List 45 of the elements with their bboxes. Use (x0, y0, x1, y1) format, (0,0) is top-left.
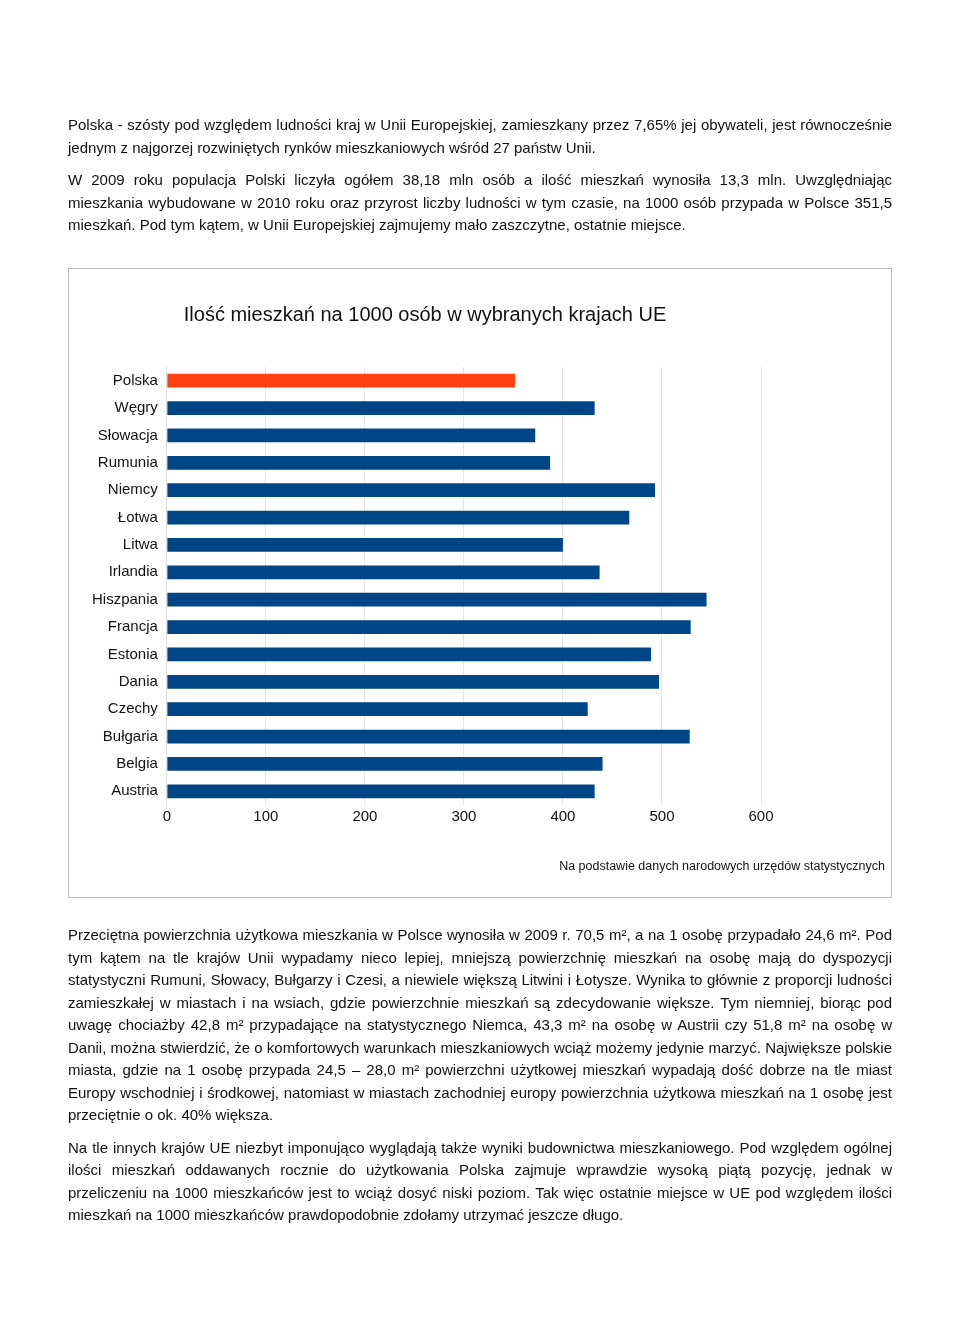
y-tick-label: Słowacja (97, 425, 159, 443)
y-tick-label: Rumunia (97, 452, 159, 470)
bar (167, 401, 595, 415)
x-tick-label: 100 (253, 807, 279, 825)
text: Przeciętna powierzchnia użytkowa mieszkania w Polsce wynosiła w 2009 r. 70,5 m², a na 1 osobę przypadało 24,6 m². Pod tym kątem na tle krajów Unii wypadamy nieco lepiej, mniejszą powierzchnię mieszkań na osobę mają do dyspozycji statystyczni Rumuni, Słowacy, Bułgarzy i Czesi, a niewiele większą Litwini i Łotysze. Wynika to głównie z proporcji ludności zamieszkałej w miastach i na wsiach, gdzie powierzchnie mieszkań są zdecydowanie większe. Tym niemniej, biorąc pod uwagę chociażby 42,8 m² przypadające na statystycznego Niemca, 43,3 m² na osobę w Austrii czy 51,8 m² na osobę w Danii, można stwierdzić, że o komfortowych warunkach mieszkaniowych wciąż możemy jedynie marzyć. Największe polskie miasta, gdzie na 1 osobę przypada 24,5 – 28,0 m² powierzchni użytkowej mieszkań wypadają dość dobrze na tle miast Europy wschodniej i środkowej, natomiast w miastach zachodniej europy powierzchnia użytkowa mieszkań na 1 osobę jest przeciętnie o ok. 40% większa. (68, 926, 892, 1123)
bar (167, 729, 690, 744)
y-tick-label: Czechy (107, 699, 159, 717)
bar (167, 757, 603, 771)
y-tick-label: Bułgaria (102, 726, 159, 744)
bar (167, 592, 707, 607)
y-tick-label: Irlandia (108, 562, 159, 580)
y-tick-label: Łotwa (117, 507, 159, 525)
bar (167, 620, 691, 634)
bar (167, 702, 588, 717)
y-tick-label: Węgry (114, 398, 159, 416)
y-tick-label: Hiszpania (91, 589, 159, 607)
bar (167, 674, 660, 689)
y-tick-label: Polska (112, 370, 159, 388)
y-tick-label: Litwa (122, 535, 159, 553)
bar (167, 538, 563, 552)
x-tick-label: 400 (550, 807, 576, 825)
x-tick-label: 300 (451, 807, 477, 825)
bar (167, 428, 536, 443)
x-tick-label: 0 (162, 807, 172, 825)
text: Na podstawie danych narodowych urzędów statystycznych (559, 859, 885, 873)
bar (167, 565, 600, 580)
x-tick-label: 200 (352, 807, 378, 825)
text: Na tle innych krajów UE niezbyt imponująco wyglądają także wyniki budownictwa mieszkaniowego. Pod względem ogólnej ilości mieszkań oddawanych rocznie do użytkowania Polska zajmuje wprawdzie wysoką piątą pozycję, jednak w przeliczeniu na 1000 mieszkańców jest to wciąż dosyć niski poziom. Tak więc ostatnie miejsce w UE pod względem ilości mieszkań na 1000 mieszkańców prawdopodobnie zdołamy utrzymać jeszcze długo. (68, 1137, 892, 1225)
bar (167, 455, 551, 470)
y-tick-label: Estonia (107, 644, 159, 662)
bar (167, 647, 652, 662)
bar (167, 510, 630, 525)
x-tick-label: 600 (748, 807, 774, 825)
y-tick-label: Niemcy (107, 480, 159, 498)
bar (167, 483, 656, 498)
y-tick-label: Belgia (116, 754, 159, 772)
y-tick-label: Dania (118, 671, 159, 689)
text: Polska - szósty pod względem ludności kraj w Unii Europejskiej, zamieszkany przez 7,65% jej obywateli, jest równocześnie jednym z najgorzej rozwiniętych rynków mieszkaniowych wśród 27 państw Unii. (68, 115, 892, 158)
bar (167, 784, 595, 799)
bar (167, 373, 515, 388)
y-tick-label: Austria (111, 781, 159, 799)
x-tick-label: 500 (649, 807, 675, 825)
text: W 2009 roku populacja Polski liczyła ogółem 38,18 mln osób a ilość mieszkań wynosiła 13,3 mln. Uwzględniając mieszkania wybudowane w 2010 roku oraz przyrost liczby ludności w tym czasie, na 1000 osób przypada w Polsce 351,5 mieszkań. Pod tym kątem, w Unii Europejskiej zajmujemy mało zaszczytne, ostatnie miejsce. (68, 170, 892, 235)
chart-title: Ilość mieszkań na 1000 osób w wybranych krajach UE (183, 302, 667, 325)
y-tick-label: Francja (107, 617, 159, 635)
